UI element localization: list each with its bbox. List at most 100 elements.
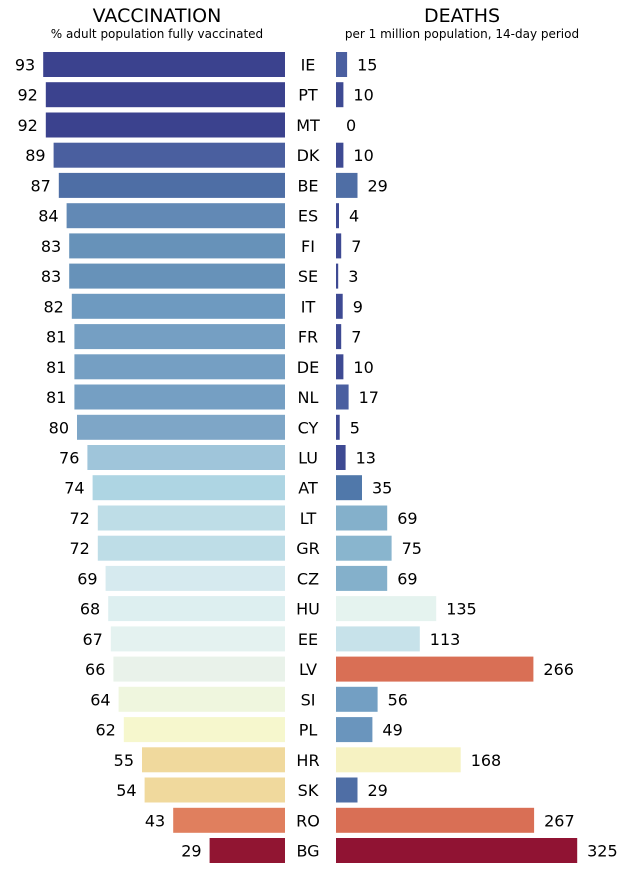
deaths-bar-dk <box>336 142 344 168</box>
country-label-pt: PT <box>298 86 318 105</box>
deaths-bar-at <box>336 475 362 501</box>
country-label-nl: NL <box>298 388 319 407</box>
vaccination-bar-fi <box>69 233 285 259</box>
deaths-bar-ie <box>336 52 348 77</box>
deaths-value-fi: 7 <box>351 237 361 256</box>
deaths-bar-es <box>336 203 339 229</box>
vaccination-value-sk: 54 <box>116 781 136 800</box>
deaths-value-at: 35 <box>372 479 392 498</box>
vaccination-bar-lv <box>113 656 286 682</box>
vaccination-value-it: 82 <box>43 297 63 316</box>
deaths-value-de: 10 <box>353 358 373 377</box>
deaths-bar-cz <box>336 565 388 591</box>
country-label-cz: CZ <box>297 569 319 588</box>
country-label-ee: EE <box>298 630 318 649</box>
vaccination-value-pt: 92 <box>17 86 37 105</box>
deaths-value-fr: 7 <box>351 328 361 347</box>
deaths-bar-lv <box>336 656 534 682</box>
vaccination-bar-de <box>74 354 286 380</box>
deaths-value-se: 3 <box>348 267 358 286</box>
vaccination-bar-cz <box>105 565 285 591</box>
deaths-value-bg: 325 <box>587 842 618 861</box>
vaccination-value-be: 87 <box>30 176 50 195</box>
vaccination-value-ee: 67 <box>82 630 102 649</box>
vaccination-value-hu: 68 <box>80 600 100 619</box>
vaccination-bar-fr <box>74 324 286 350</box>
deaths-value-it: 9 <box>353 297 363 316</box>
deaths-value-mt: 0 <box>346 116 356 135</box>
country-label-ro: RO <box>296 811 320 830</box>
deaths-bars: 15 10 0 10 29 4 7 3 9 7 10 17 5 13 35 69 75 69 135 113 266 56… <box>336 52 618 863</box>
deaths-value-ie: 15 <box>357 56 377 75</box>
deaths-value-lt: 69 <box>397 509 417 528</box>
vaccination-bar-nl <box>74 384 286 410</box>
vaccination-bar-ro <box>173 807 285 833</box>
vaccination-bar-cy <box>77 414 285 440</box>
deaths-bar-si <box>336 686 378 712</box>
country-label-se: SE <box>298 267 318 286</box>
vaccination-value-cz: 69 <box>77 569 97 588</box>
country-label-cy: CY <box>298 418 319 437</box>
deaths-value-pt: 10 <box>353 86 373 105</box>
vaccination-value-mt: 92 <box>17 116 37 135</box>
vaccination-bar-it <box>71 293 285 319</box>
country-label-hu: HU <box>296 600 320 619</box>
vaccination-value-lu: 76 <box>59 449 79 468</box>
deaths-value-cz: 69 <box>397 569 417 588</box>
deaths-value-lu: 13 <box>356 449 376 468</box>
vaccination-bar-lt <box>97 505 285 531</box>
vaccination-value-hr: 55 <box>114 751 134 770</box>
deaths-title: DEATHS <box>424 5 500 27</box>
country-label-sk: SK <box>298 781 319 800</box>
country-label-at: AT <box>298 479 318 498</box>
vaccination-value-lv: 66 <box>85 660 105 679</box>
country-label-fi: FI <box>301 237 315 256</box>
vaccination-value-dk: 89 <box>25 146 45 165</box>
vaccination-bar-bg <box>209 838 285 863</box>
vaccination-value-nl: 81 <box>46 388 66 407</box>
vaccination-bar-dk <box>53 142 285 168</box>
vaccination-bar-pl <box>123 717 285 743</box>
deaths-value-hu: 135 <box>446 600 477 619</box>
deaths-value-pl: 49 <box>382 721 402 740</box>
country-label-bg: BG <box>296 842 319 861</box>
vaccination-value-bg: 29 <box>181 842 201 861</box>
vaccination-value-ie: 93 <box>15 56 35 75</box>
country-label-dk: DK <box>297 146 320 165</box>
deaths-value-cy: 5 <box>350 418 360 437</box>
deaths-value-es: 4 <box>349 207 359 226</box>
vaccination-title: VACCINATION <box>93 5 222 27</box>
country-label-mt: MT <box>296 116 320 135</box>
vaccination-bar-pt <box>45 82 285 108</box>
deaths-bar-gr <box>336 535 392 561</box>
deaths-bar-lu <box>336 445 346 470</box>
country-label-lu: LU <box>298 449 318 468</box>
vaccination-bar-ee <box>110 626 285 652</box>
vaccination-value-ro: 43 <box>145 811 165 830</box>
deaths-bar-sk <box>336 777 358 803</box>
vaccination-bar-sk <box>144 777 285 803</box>
vaccination-value-cy: 80 <box>49 418 69 437</box>
vaccination-bar-be <box>58 172 285 198</box>
deaths-bar-hu <box>336 596 437 622</box>
country-label-de: DE <box>297 358 319 377</box>
vaccination-value-lt: 72 <box>69 509 89 528</box>
vaccination-bar-se <box>69 263 285 289</box>
deaths-bar-ro <box>336 807 535 833</box>
deaths-value-ro: 267 <box>544 811 575 830</box>
vaccination-value-si: 64 <box>90 690 110 709</box>
country-label-fr: FR <box>298 328 318 347</box>
deaths-bar-lt <box>336 505 388 531</box>
country-label-lv: LV <box>299 660 317 679</box>
vaccination-subtitle: % adult population fully vaccinated <box>51 27 263 41</box>
country-label-lt: LT <box>300 509 317 528</box>
deaths-value-gr: 75 <box>402 539 422 558</box>
deaths-bar-fi <box>336 233 342 259</box>
country-labels: IE PT MT DK BE ES FI SE IT FR DE NL CY LU AT LT GR CZ HU EE… <box>296 56 320 861</box>
vaccination-bar-es <box>66 203 285 229</box>
country-label-es: ES <box>298 207 318 226</box>
vaccination-value-at: 74 <box>64 479 84 498</box>
vaccination-value-se: 83 <box>41 267 61 286</box>
deaths-bar-ee <box>336 626 420 652</box>
